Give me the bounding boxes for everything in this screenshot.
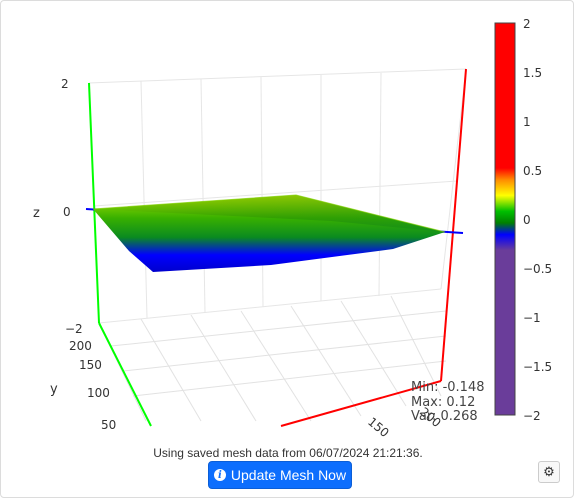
- colorbar-tick: −2: [523, 409, 541, 423]
- mesh-stats: Min: -0.148 Max: 0.12 Var: 0.268: [411, 380, 485, 425]
- colorbar-tick: −1.5: [523, 360, 552, 374]
- stat-var: Var: 0.268: [411, 409, 478, 424]
- colorbar-tick: 1: [523, 115, 531, 129]
- gear-icon: ⚙: [543, 464, 555, 479]
- z-axis-line: [88, 82, 100, 324]
- info-circle-icon: i: [213, 469, 226, 481]
- x-axis-right-line: [440, 68, 467, 382]
- colorbar-tick: 0.5: [523, 164, 542, 178]
- colorbar-tick: 1.5: [523, 66, 542, 80]
- update-mesh-label: Update Mesh Now: [230, 467, 347, 483]
- colorbar: 2 1.5 1 0.5 0 −0.5 −1 −1.5 −2: [494, 17, 552, 423]
- settings-button[interactable]: ⚙: [538, 461, 560, 483]
- z-tick-2: 2: [61, 77, 69, 91]
- floor-grid: [98, 295, 447, 422]
- z-tick-0: 0: [63, 205, 71, 219]
- stat-min: Min: -0.148: [411, 380, 485, 395]
- colorbar-tick: −1: [523, 311, 541, 325]
- mesh-data-caption: Using saved mesh data from 06/07/2024 21…: [153, 446, 423, 460]
- y-tick-200: 200: [69, 339, 92, 353]
- y-axis-line: [98, 322, 152, 427]
- y-tick-50: 50: [101, 418, 116, 432]
- update-mesh-button[interactable]: i Update Mesh Now: [208, 461, 352, 489]
- mesh-surface: [92, 194, 446, 272]
- colorbar-tick: 2: [523, 17, 531, 31]
- y-tick-100: 100: [87, 386, 110, 400]
- x-axis-front-line: [280, 380, 442, 427]
- x-tick-150: 150: [365, 415, 392, 440]
- stat-max: Max: 0.12: [411, 394, 476, 410]
- z-tick-neg2: −2: [65, 322, 83, 336]
- y-tick-150: 150: [79, 358, 102, 372]
- colorbar-tick: −0.5: [523, 262, 552, 276]
- colorbar-tick: 0: [523, 213, 531, 227]
- y-axis-label: y: [50, 382, 58, 397]
- z-axis-label: z: [33, 206, 40, 221]
- mesh-surface-plot[interactable]: 2 0 −2 z 200 150 100 50 y 200 150 2 1.5 …: [1, 1, 575, 441]
